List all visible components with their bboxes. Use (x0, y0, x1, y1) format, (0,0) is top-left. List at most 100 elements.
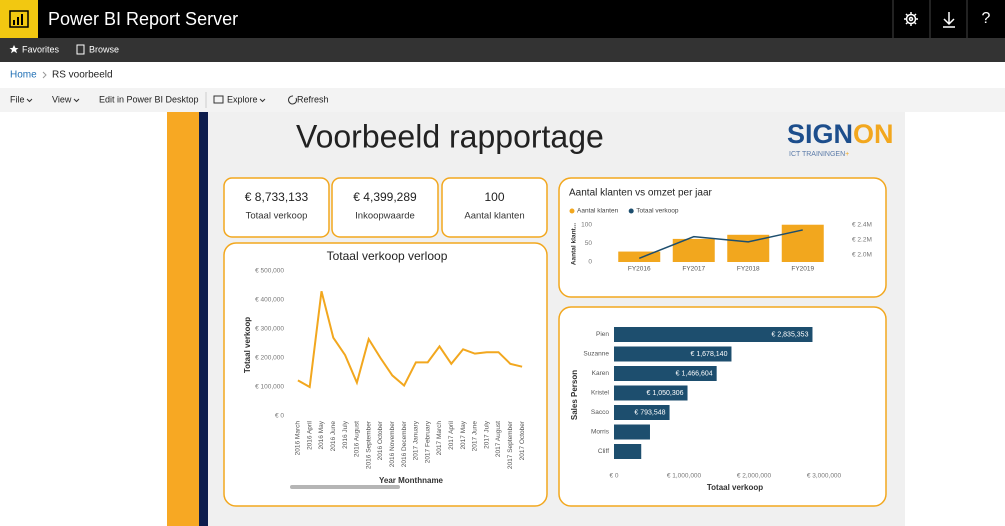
data-label: € 1,050,306 (647, 390, 684, 397)
bar (614, 424, 650, 440)
panel (223, 242, 548, 507)
x-tick-label: 2016 May (318, 420, 325, 449)
x-tick-label: 2017 July (483, 420, 490, 449)
y-tick-label: 50 (585, 240, 593, 247)
x-tick-label: 2017 March (436, 421, 443, 456)
menu-view[interactable]: View (52, 94, 72, 104)
scrollbar[interactable] (290, 485, 400, 489)
help-icon[interactable]: ? (982, 10, 991, 27)
download-icon[interactable] (943, 12, 955, 28)
x-tick-label: 2016 December (401, 420, 408, 467)
y-tick-label: € 200,000 (255, 355, 284, 362)
breadcrumb-link[interactable]: Home (10, 70, 37, 81)
x-tick-label: 2016 August (354, 421, 361, 457)
accent-stripe (167, 112, 199, 526)
kpi-label: Aantal klanten (464, 211, 524, 222)
x-tick-label: FY2017 (682, 266, 705, 273)
bar (781, 224, 824, 262)
bar (672, 238, 715, 262)
refresh-button[interactable]: Refresh (297, 94, 329, 104)
x-tick-label: 2016 November (389, 420, 396, 467)
category-label: Morris (591, 429, 610, 436)
y2-tick-label: € 2.2M (852, 236, 872, 243)
logo-icon (9, 10, 29, 28)
y-tick-label: 100 (581, 221, 592, 228)
nav-bar (0, 38, 1005, 62)
browse-icon (76, 44, 85, 55)
logo-main: SIGN (787, 119, 853, 149)
line (297, 291, 523, 389)
star-icon (9, 45, 19, 54)
category-label: Karen (592, 370, 610, 377)
x-tick-label: 2016 September (365, 420, 372, 469)
category-label: Suzanne (583, 351, 609, 358)
y-tick-label: € 0 (275, 413, 284, 420)
x-tick-label: € 3,000,000 (807, 473, 842, 480)
kpi-label: Inkoopwaarde (355, 211, 415, 222)
edit-button[interactable]: Edit in Power BI Desktop (99, 94, 199, 104)
x-tick-label: 2017 February (424, 420, 431, 463)
chart-title: Aantal klanten vs omzet per jaar (569, 188, 713, 199)
header-bar (0, 0, 1005, 38)
logo-accent: ON (853, 119, 894, 149)
bar (614, 366, 717, 381)
tagline-plus: + (845, 151, 849, 158)
category-label: Sacco (591, 409, 609, 416)
x-tick-label: € 2,000,000 (737, 473, 772, 480)
app-title: Power BI Report Server (48, 9, 238, 29)
x-tick-label: 2016 March (295, 421, 302, 456)
x-tick-label: 2017 October (519, 420, 526, 460)
kpi-value: € 4,399,289 (353, 190, 417, 204)
chevron (73, 98, 80, 103)
bar (614, 346, 732, 362)
chevron (42, 71, 47, 79)
y-tick-label: € 400,000 (255, 297, 284, 304)
category-label: Pien (596, 331, 609, 338)
kpi-value: 100 (484, 190, 504, 204)
legend-label: Totaal verkoop (636, 208, 679, 215)
explore-button[interactable]: Explore (227, 94, 258, 104)
line (638, 229, 803, 259)
logo-tagline: ICT TRAININGEN+ (789, 151, 849, 158)
category-label: Cliff (598, 448, 609, 455)
x-tick-label: 2017 June (472, 421, 479, 452)
data-label: € 1,678,140 (690, 351, 727, 358)
kpi-card (331, 177, 439, 238)
y2-tick-label: € 2.4M (852, 221, 872, 228)
data-label: € 2,835,353 (771, 331, 808, 338)
y-tick-label: 0 (588, 259, 592, 266)
x-tick-label: 2017 January (413, 420, 420, 460)
bar (614, 405, 670, 420)
settings-icon[interactable] (904, 12, 918, 26)
x-tick-label: 2016 April (306, 420, 313, 449)
x-axis-label: Totaal verkoop (707, 483, 763, 492)
menu-file[interactable]: File (10, 94, 25, 104)
nav-item[interactable]: Favorites (22, 44, 60, 54)
x-tick-label: € 1,000,000 (667, 473, 702, 480)
kpi-card (441, 177, 548, 238)
panel (558, 177, 887, 298)
x-tick-label: 2016 July (342, 420, 349, 449)
refresh-icon (288, 95, 297, 105)
y-tick-label: € 100,000 (255, 384, 284, 391)
y-axis-label: Sales Person (570, 370, 579, 420)
logo: SIGNON (787, 119, 894, 149)
x-tick-label: 2017 August (495, 421, 502, 457)
bar (614, 385, 688, 401)
report-title: Voorbeeld rapportage (296, 118, 604, 154)
x-tick-label: 2017 April (448, 420, 455, 449)
x-tick-label: 2017 May (460, 420, 467, 449)
data-label: € 793,548 (634, 409, 665, 416)
explore-icon (213, 95, 224, 104)
y-axis-label: Aantal klant... (571, 223, 578, 265)
x-tick-label: FY2016 (628, 266, 651, 273)
chart-title: Totaal verkoop verloop (327, 249, 448, 263)
nav-item[interactable]: Browse (89, 44, 119, 54)
x-tick-label: 2017 September (507, 420, 514, 469)
x-tick-label: € 0 (609, 473, 618, 480)
x-tick-label: 2016 October (377, 420, 384, 460)
bar (618, 251, 661, 262)
data-label: € 1,466,604 (676, 370, 713, 377)
x-tick-label: FY2018 (737, 266, 760, 273)
